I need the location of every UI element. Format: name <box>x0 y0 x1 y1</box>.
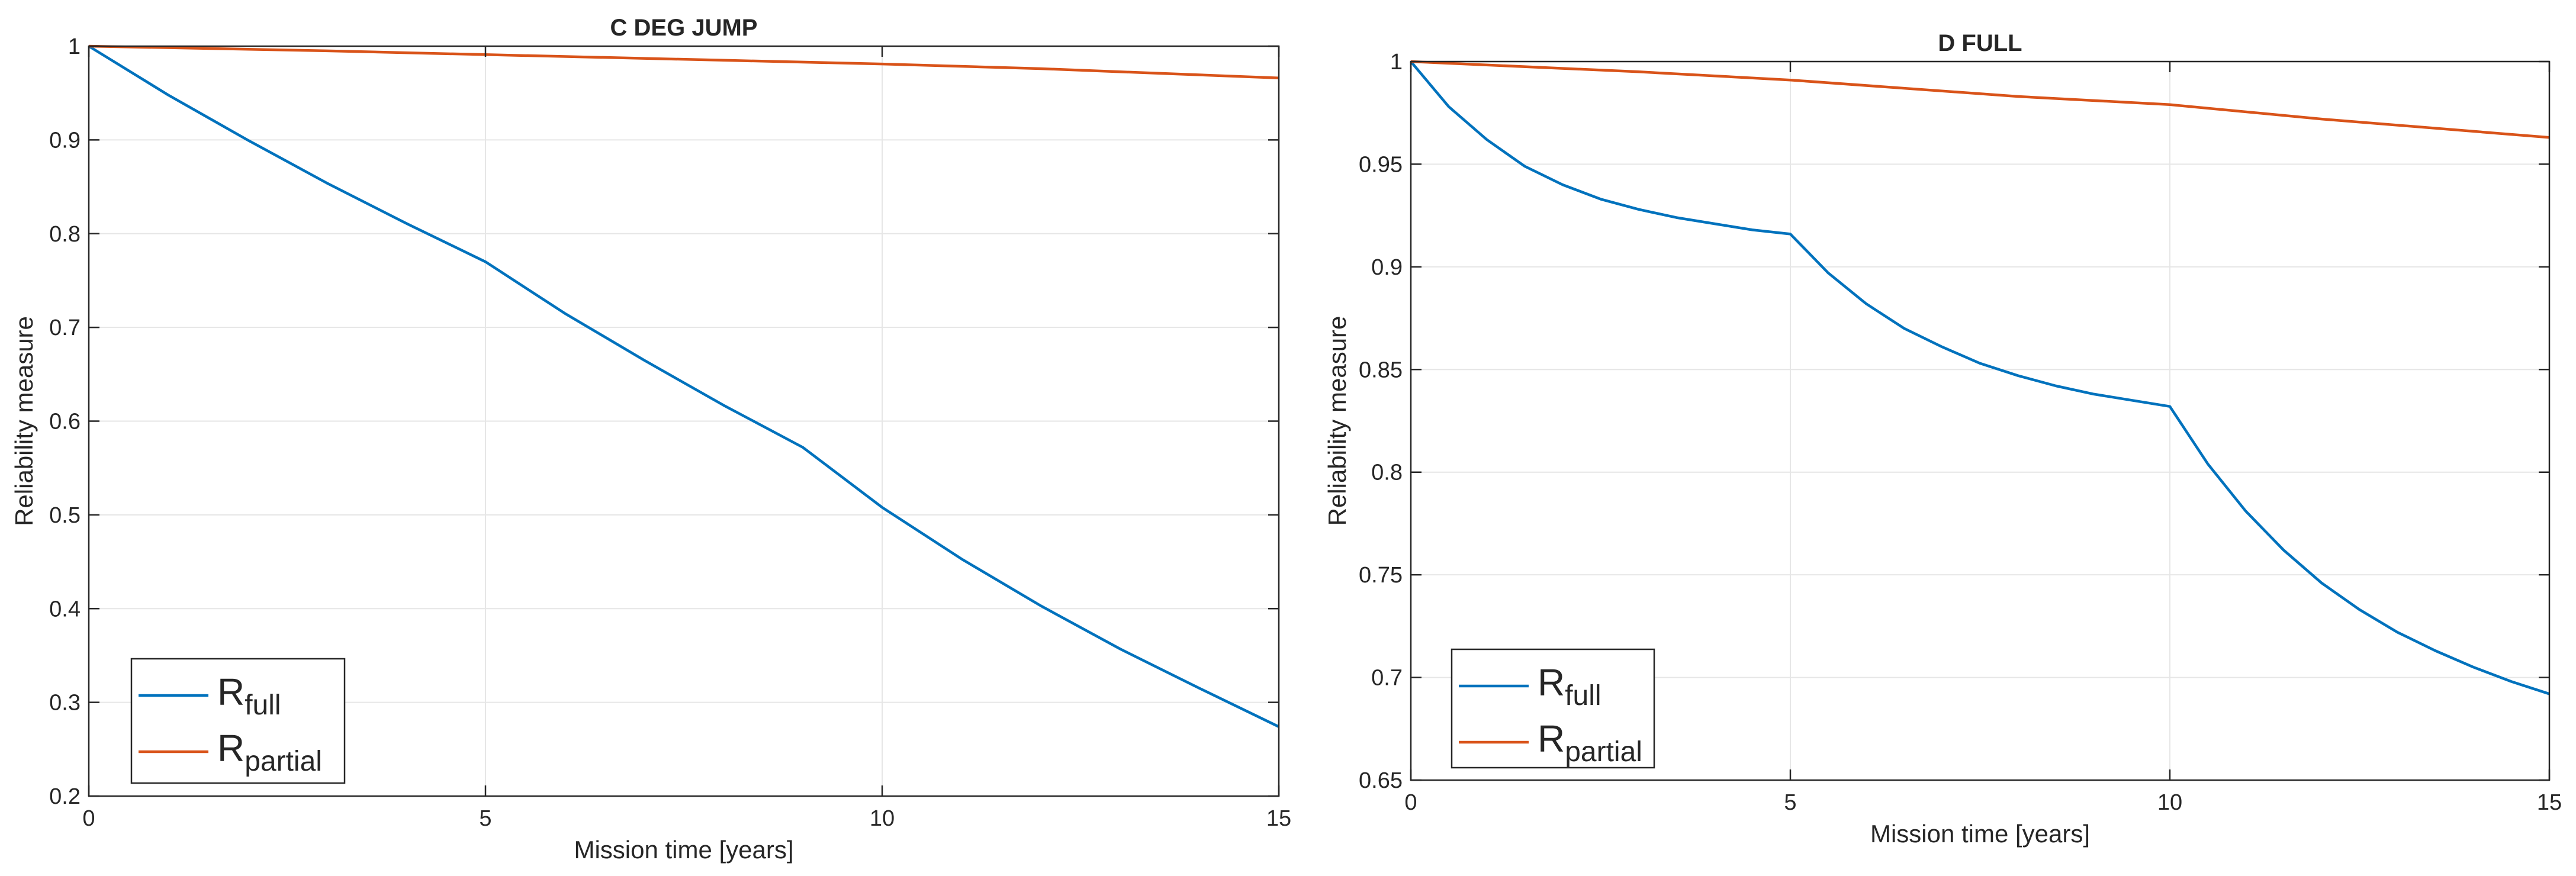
chart-panel-2: 0 5 10 15 0.65 0.7 0.75 0.8 0.85 0.9 0.95 1 D FULL Mi… <box>1323 30 2562 848</box>
y-tick-label: 0.9 <box>1371 255 1403 280</box>
chart-panel-1: 0 5 10 15 0.2 0.3 0.4 0.5 0.6 0.7 0.8 0.9 1 C DEG JUM… <box>10 15 1291 864</box>
y-tick-label: 0.5 <box>49 503 81 528</box>
x-tick-label: 5 <box>479 806 491 831</box>
x-tick-label: 0 <box>1404 790 1417 815</box>
x-axis-label: Mission time [years] <box>574 836 793 864</box>
legend-box <box>1451 648 1655 769</box>
y-tick-label: 0.8 <box>1371 460 1403 485</box>
y-tick-label: 0.4 <box>49 597 81 621</box>
chart-title: D FULL <box>1938 30 2022 56</box>
axes-box <box>1410 60 2551 781</box>
x-tick-label: 10 <box>870 806 895 831</box>
y-tick-label: 0.8 <box>49 222 81 247</box>
legend-label-full: Rfull <box>217 671 281 721</box>
y-tick-label: 1 <box>1390 50 1403 75</box>
y-tick-label: 0.7 <box>49 315 81 340</box>
y-tick-label: 0.85 <box>1359 358 1403 382</box>
x-tick-label: 15 <box>2537 790 2562 815</box>
y-tick-label: 0.75 <box>1359 563 1403 588</box>
x-axis-label: Mission time [years] <box>1870 820 2090 848</box>
legend-label-partial: Rpartial <box>217 727 322 777</box>
x-tick-label: 5 <box>1784 790 1796 815</box>
y-axis-label: Reliability measure <box>1323 316 1351 526</box>
y-tick-label: 0.6 <box>49 410 81 434</box>
x-tick-label: 15 <box>1266 806 1291 831</box>
y-axis-label: Reliability measure <box>10 316 38 526</box>
x-tick-label: 0 <box>82 806 95 831</box>
y-tick-label: 0.65 <box>1359 768 1403 793</box>
y-tick-label: 1 <box>68 34 81 59</box>
y-tick-label: 0.9 <box>49 128 81 153</box>
series-line-full <box>1410 60 2550 695</box>
x-tick-label: 10 <box>2157 790 2182 815</box>
chart-title: C DEG JUMP <box>610 15 758 41</box>
legend-label-full: Rfull <box>1538 661 1601 711</box>
y-tick-label: 0.95 <box>1359 152 1403 177</box>
series-line-partial <box>88 44 1279 80</box>
legend-box <box>130 658 346 784</box>
legend: Rfull Rpartial <box>1451 648 1655 769</box>
legend-label-partial: Rpartial <box>1538 717 1642 768</box>
y-tick-label: 0.7 <box>1371 666 1403 691</box>
series-line-full <box>88 45 1279 728</box>
y-tick-label: 0.2 <box>49 784 81 809</box>
legend: Rfull Rpartial <box>130 658 346 784</box>
series-line-partial <box>1410 60 2550 139</box>
y-tick-label: 0.3 <box>49 691 81 716</box>
